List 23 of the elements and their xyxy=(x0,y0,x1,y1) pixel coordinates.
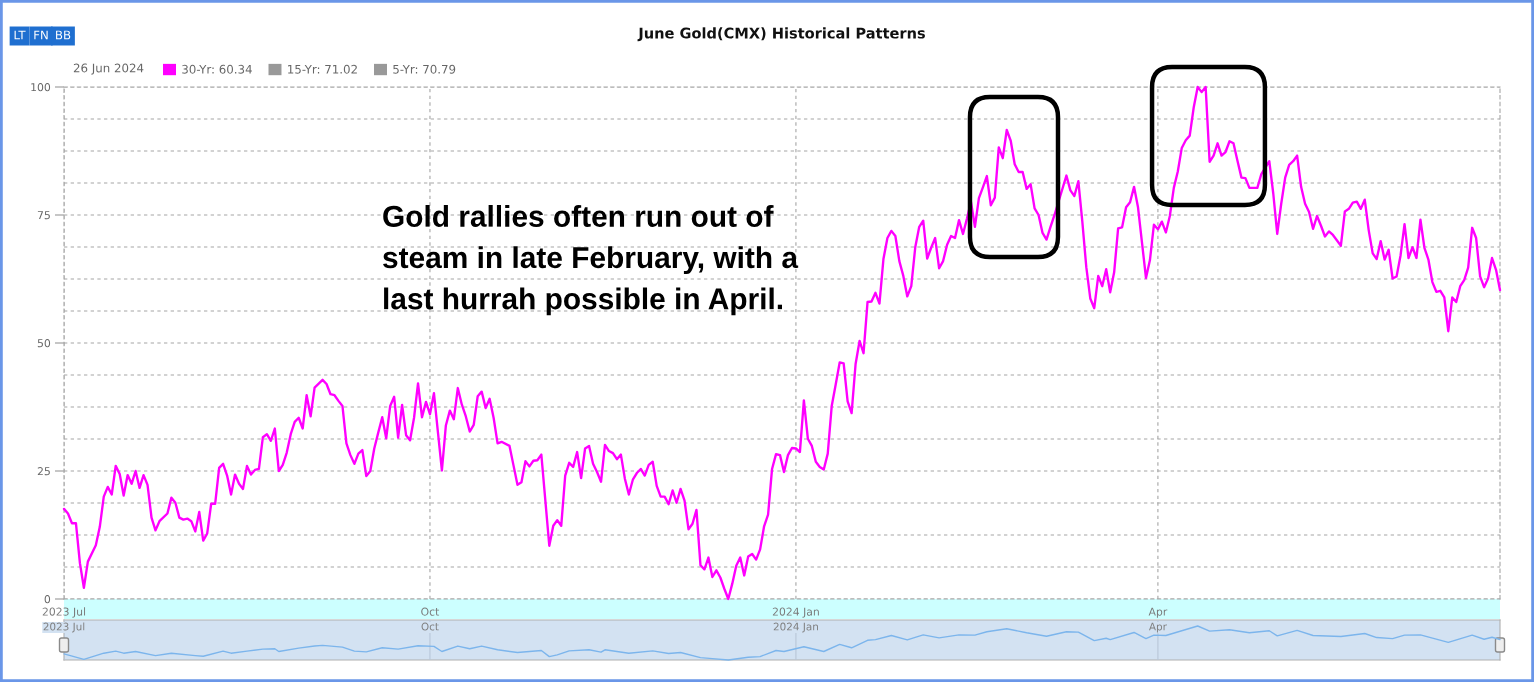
x-tick-label: Oct xyxy=(421,607,440,616)
y-tick-label: 0 xyxy=(44,595,51,604)
x-tick-label: 2024 Jan xyxy=(772,607,819,618)
x-tick-label: 2024 Jan xyxy=(773,622,818,633)
text: LT xyxy=(14,30,26,40)
chart-title: June Gold(CMX) Historical Patterns xyxy=(637,27,925,42)
text: BB xyxy=(56,30,71,40)
x-tick-label: Oct xyxy=(421,622,439,631)
x-tick-label: Apr xyxy=(1148,607,1168,618)
annotation: Gold rallies often run out of steam in late February, with a last hurrah possible in April. xyxy=(383,205,799,316)
legend-label: 30-Yr: 60.34 xyxy=(182,64,252,74)
line-series xyxy=(62,85,1502,601)
x-tick-label: 2023 Jul xyxy=(42,607,86,618)
y-tick-label: 75 xyxy=(37,211,50,220)
y-tick-label: 25 xyxy=(37,467,50,476)
legend-label: 15-Yr: 71.02 xyxy=(288,64,357,74)
text: FN xyxy=(34,30,48,40)
text: 26 Jun 2024 xyxy=(73,63,144,75)
y-tick-label: 50 xyxy=(37,339,51,348)
x-tick-label: 2023 Jul xyxy=(43,622,85,633)
y-tick-label: 100 xyxy=(31,83,51,92)
legend-label: 5-Yr: 70.79 xyxy=(393,64,456,74)
x-tick-label: Apr xyxy=(1148,622,1167,633)
